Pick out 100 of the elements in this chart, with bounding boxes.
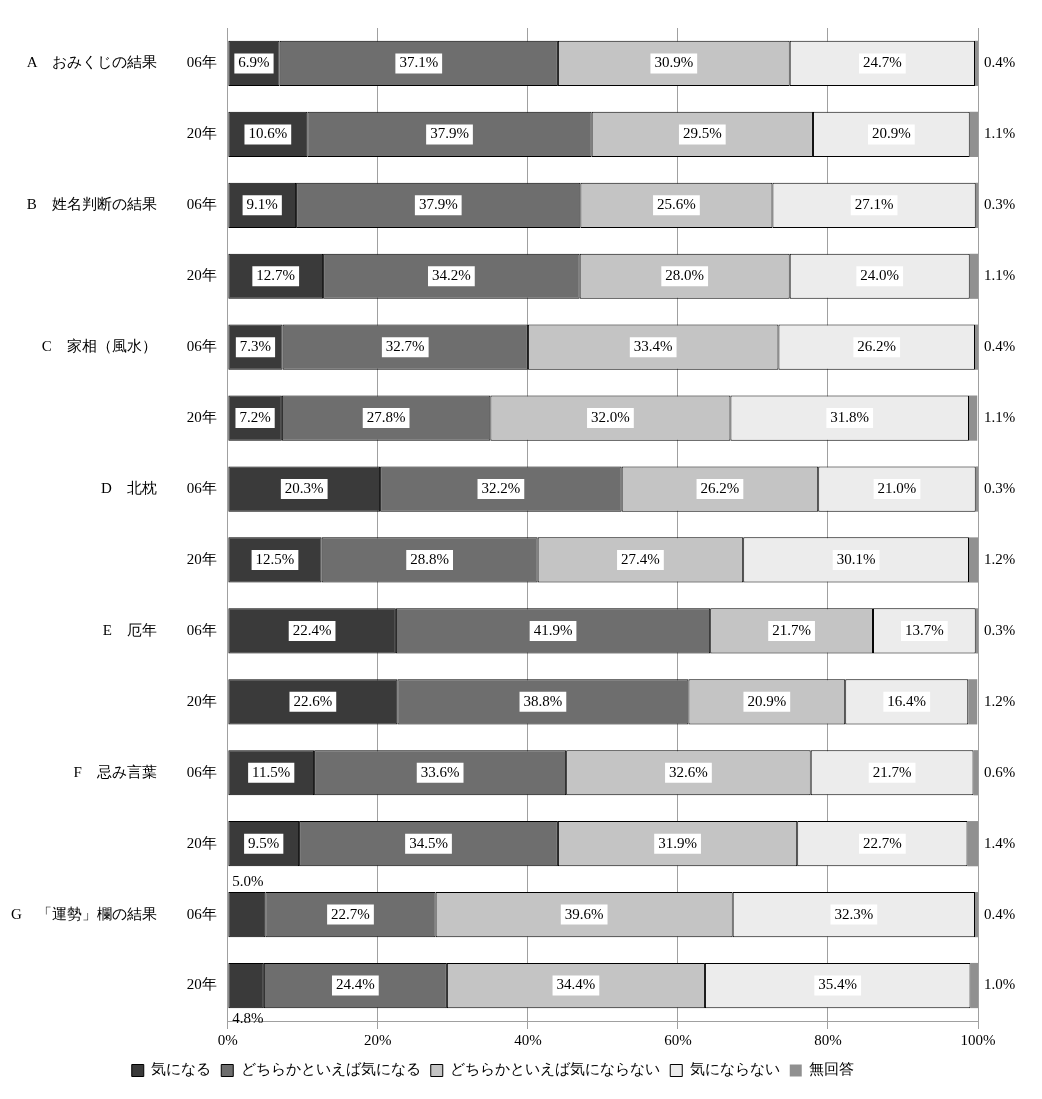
data-label: 1.2%: [984, 550, 1016, 567]
data-label: 0.4%: [984, 54, 1016, 71]
data-label: 26.2%: [700, 479, 740, 496]
data-label: 10.6%: [248, 125, 288, 142]
data-label: 25.6%: [657, 196, 696, 213]
data-label: 21.7%: [872, 763, 912, 780]
data-label: 33.6%: [420, 763, 460, 780]
x-tick-label: 100%: [960, 1031, 996, 1048]
y-tick-label: A おみくじの結果 06年: [26, 54, 217, 71]
data-label: 16.4%: [887, 692, 927, 709]
legend-label: 無回答: [809, 1061, 855, 1078]
data-label: 38.8%: [523, 692, 563, 709]
data-label: 24.0%: [860, 267, 900, 284]
data-label: 20.9%: [747, 692, 787, 709]
data-label: 27.8%: [366, 409, 406, 426]
data-label: 1.1%: [984, 125, 1016, 142]
data-label: 5.0%: [232, 872, 264, 889]
bar: [973, 750, 978, 796]
data-label: 12.5%: [255, 550, 295, 567]
data-label: 22.6%: [293, 692, 333, 709]
data-label: 0.4%: [984, 338, 1016, 355]
legend-label: どちらかといえば気になる: [240, 1061, 421, 1078]
x-tick-label: 60%: [664, 1031, 692, 1048]
data-label: 41.9%: [533, 621, 573, 638]
y-tick-label: 20年: [186, 976, 217, 993]
data-label: 35.4%: [818, 976, 858, 993]
data-label: 34.4%: [556, 976, 596, 993]
y-tick-label: 20年: [186, 692, 217, 709]
data-label: 31.9%: [658, 834, 697, 851]
y-tick-label: 20年: [186, 550, 217, 567]
data-label: 28.8%: [410, 550, 449, 567]
data-label: 0.3%: [984, 196, 1016, 213]
data-label: 37.9%: [430, 125, 469, 142]
data-label: 22.7%: [862, 834, 902, 851]
bar: [975, 324, 978, 370]
data-label: 32.7%: [385, 338, 425, 355]
data-label: 21.7%: [772, 621, 811, 638]
y-tick-label: G 「運勢」欄の結果 06年: [10, 905, 217, 922]
bar: [975, 40, 978, 87]
data-label: 24.7%: [862, 54, 902, 71]
data-label: 22.7%: [331, 905, 370, 922]
data-label: 32.3%: [834, 905, 874, 922]
data-label: 34.2%: [432, 267, 471, 284]
x-tick-label: 20%: [364, 1031, 392, 1048]
data-label: 32.2%: [481, 479, 521, 496]
data-label: 24.4%: [335, 976, 375, 993]
data-label: 9.5%: [248, 834, 280, 851]
data-label: 29.5%: [682, 125, 722, 142]
legend-label: 気にならない: [689, 1061, 780, 1078]
bar: [975, 892, 978, 938]
data-label: 7.3%: [239, 338, 272, 355]
data-label: 26.2%: [857, 338, 897, 355]
data-label: 1.0%: [984, 976, 1016, 993]
data-label: 1.2%: [984, 692, 1016, 709]
data-label: 4.8%: [232, 1010, 264, 1027]
data-label: 39.6%: [564, 905, 604, 922]
data-label: 11.5%: [252, 763, 291, 780]
y-tick-label: 20年: [186, 125, 217, 142]
y-tick-label: F 忌み言葉 06年: [73, 763, 217, 780]
bar: [970, 962, 978, 1009]
y-tick-label: C 家相（風水） 06年: [41, 338, 217, 355]
x-tick-label: 0%: [217, 1031, 238, 1048]
bar: [969, 253, 978, 299]
data-label: 32.6%: [669, 763, 708, 780]
data-label: 30.1%: [836, 550, 876, 567]
bar: [969, 111, 978, 157]
x-tick-label: 80%: [814, 1031, 842, 1048]
y-tick-label: 20年: [186, 409, 217, 426]
data-label: 9.1%: [246, 196, 278, 213]
data-label: 33.4%: [633, 338, 673, 355]
x-tick-label: 40%: [514, 1031, 542, 1048]
y-tick-label: 20年: [186, 267, 217, 284]
data-label: 31.8%: [830, 409, 870, 426]
data-label: 13.7%: [904, 621, 944, 638]
bar: [968, 679, 978, 725]
data-label: 0.6%: [984, 763, 1016, 780]
data-label: 20.3%: [284, 479, 324, 496]
data-label: 21.0%: [877, 479, 917, 496]
data-label: 20.9%: [871, 125, 911, 142]
data-label: 27.4%: [621, 550, 660, 567]
data-label: 37.9%: [418, 196, 458, 213]
bar: [969, 395, 978, 441]
data-label: 7.2%: [239, 409, 271, 426]
data-label: 32.0%: [591, 409, 630, 426]
y-tick-label: 20年: [186, 834, 217, 851]
data-label: 37.1%: [399, 54, 439, 71]
data-label: 1.1%: [984, 409, 1016, 426]
data-label: 30.9%: [654, 54, 694, 71]
data-label: 27.1%: [854, 196, 894, 213]
data-label: 22.4%: [292, 621, 332, 638]
y-tick-label: E 厄年 06年: [102, 621, 217, 638]
data-label: 34.5%: [409, 834, 448, 851]
data-label: 12.7%: [256, 267, 296, 284]
bar: [975, 608, 978, 654]
data-label: 0.4%: [984, 905, 1016, 922]
legend-label: どちらかといえば気にならない: [450, 1061, 661, 1078]
bar: [967, 821, 978, 867]
data-label: 28.0%: [665, 267, 705, 284]
data-label: 0.3%: [984, 621, 1016, 638]
data-label: 1.1%: [984, 267, 1016, 284]
